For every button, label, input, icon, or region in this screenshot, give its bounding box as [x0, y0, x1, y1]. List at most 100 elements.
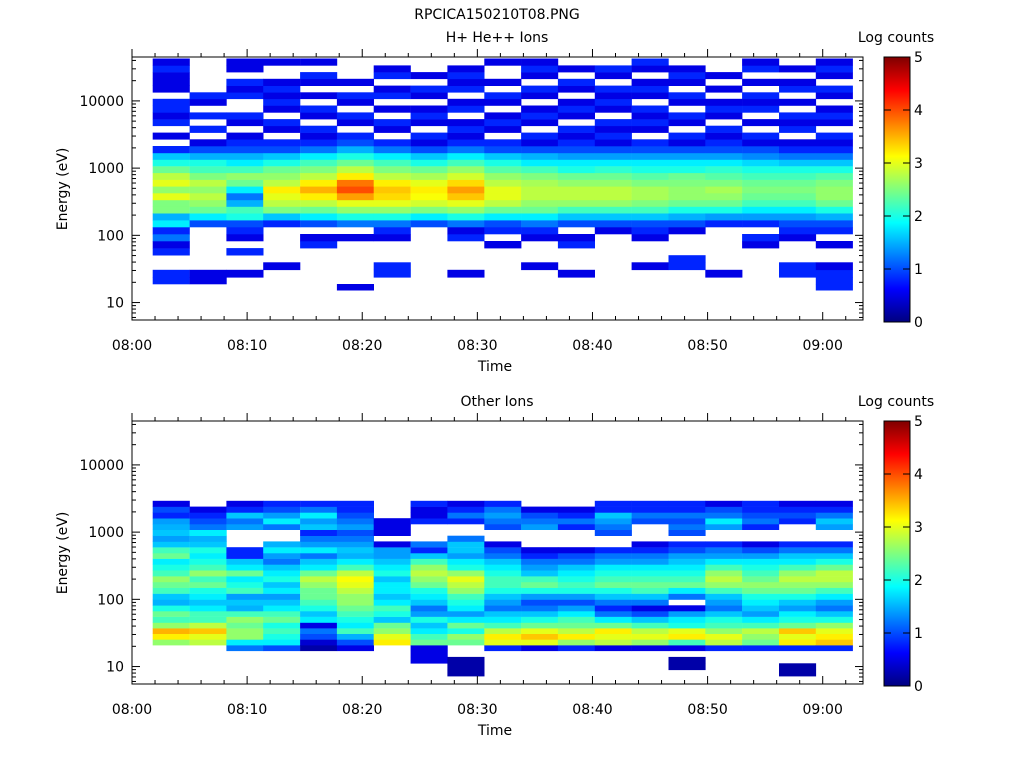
heatmap-cell — [484, 605, 522, 612]
heatmap-cell — [521, 234, 559, 242]
heatmap-cell — [300, 234, 338, 242]
x-tick-label: 09:00 — [803, 338, 843, 354]
heatmap-cell — [521, 159, 559, 167]
heatmap-cell — [447, 119, 485, 127]
heatmap-cell — [815, 269, 853, 278]
heatmap-cell — [410, 564, 448, 571]
y-tick-label: 10000 — [79, 458, 124, 474]
heatmap-cell — [410, 605, 448, 612]
heatmap-cell — [742, 523, 780, 530]
heatmap-cell — [226, 159, 264, 167]
heatmap-cell — [557, 628, 595, 634]
heatmap-cell — [779, 564, 817, 571]
heatmap-cell — [447, 139, 485, 147]
heatmap-cell — [484, 599, 522, 606]
heatmap-cell — [300, 523, 338, 530]
heatmap-cell — [189, 166, 227, 174]
heatmap-cell — [742, 512, 780, 519]
heatmap-cell — [336, 112, 374, 120]
heatmap-cell — [263, 605, 301, 612]
heatmap-cell — [484, 152, 522, 160]
heatmap-cell — [447, 269, 485, 278]
heatmap-cell — [815, 105, 853, 113]
x-tick-label: 08:50 — [687, 702, 727, 718]
heatmap-cell — [484, 166, 522, 174]
heatmap-cell — [152, 616, 190, 623]
heatmap-cell — [594, 506, 632, 513]
heatmap-cell — [336, 645, 374, 652]
heatmap-cell — [300, 610, 338, 617]
heatmap-cell — [742, 552, 780, 559]
heatmap-cell — [742, 78, 780, 86]
heatmap-cell — [373, 125, 411, 133]
heatmap-cell — [300, 535, 338, 542]
heatmap-cell — [742, 98, 780, 106]
heatmap-cell — [742, 518, 780, 525]
heatmap-cell — [668, 152, 706, 160]
heatmap-cell — [705, 146, 743, 154]
heatmap-cell — [594, 98, 632, 106]
heatmap-cell — [373, 633, 411, 640]
heatmap-cell — [484, 576, 522, 583]
heatmap-cell — [152, 622, 190, 629]
heatmap-cell — [300, 241, 338, 249]
heatmap-cell — [189, 269, 227, 278]
heatmap-cell — [594, 227, 632, 235]
heatmap-cell — [705, 152, 743, 160]
heatmap-cell — [152, 58, 190, 66]
heatmap-cell — [815, 166, 853, 174]
heatmap-cell — [631, 186, 669, 194]
heatmap-cell — [521, 645, 559, 652]
heatmap-cell — [447, 193, 485, 201]
heatmap-cell — [705, 570, 743, 577]
heatmap-cell — [705, 500, 743, 507]
heatmap-cell — [152, 248, 190, 256]
heatmap-cell — [189, 564, 227, 571]
heatmap-cell — [668, 570, 706, 577]
x-tick-label: 08:20 — [342, 338, 382, 354]
heatmap-cell — [594, 512, 632, 519]
heatmap-cell — [779, 220, 817, 228]
heatmap-cell — [742, 58, 780, 66]
heatmap-cell — [705, 558, 743, 565]
heatmap-cells — [152, 58, 853, 291]
heatmap-cell — [410, 119, 448, 127]
heatmap-cell — [373, 186, 411, 194]
heatmap-cell — [705, 166, 743, 174]
heatmap-cell — [336, 186, 374, 194]
heatmap-cell — [557, 558, 595, 565]
heatmap-cell — [779, 593, 817, 600]
heatmap-cell — [631, 159, 669, 167]
heatmap-cell — [779, 633, 817, 640]
heatmap-cell — [815, 541, 853, 548]
heatmap-cell — [226, 564, 264, 571]
heatmap-cell — [742, 500, 780, 507]
heatmap-cell — [447, 587, 485, 594]
heatmap-cell — [484, 220, 522, 228]
heatmap-cell — [226, 616, 264, 623]
heatmap-cell — [484, 139, 522, 147]
heatmap-cell — [557, 547, 595, 554]
heatmap-cell — [300, 558, 338, 565]
heatmap-cell — [779, 570, 817, 577]
heatmap-cell — [521, 112, 559, 120]
heatmap-cell — [594, 172, 632, 180]
heatmap-cell — [447, 199, 485, 207]
heatmap-cell — [373, 159, 411, 167]
heatmap-cell — [779, 227, 817, 235]
heatmap-cell — [336, 199, 374, 207]
heatmap-cell — [410, 172, 448, 180]
heatmap-cell — [226, 58, 264, 66]
heatmap-cell — [447, 206, 485, 214]
heatmap-cell — [410, 186, 448, 194]
heatmap-cell — [263, 610, 301, 617]
heatmap-cell — [742, 234, 780, 242]
x-tick-label: 08:50 — [687, 338, 727, 354]
heatmap-cell — [521, 593, 559, 600]
heatmap-cell — [668, 581, 706, 588]
heatmap-cell — [152, 523, 190, 530]
x-tick-label: 09:00 — [803, 702, 843, 718]
heatmap-cell — [521, 65, 559, 73]
heatmap-cell — [447, 581, 485, 588]
heatmap-cell — [668, 645, 706, 652]
